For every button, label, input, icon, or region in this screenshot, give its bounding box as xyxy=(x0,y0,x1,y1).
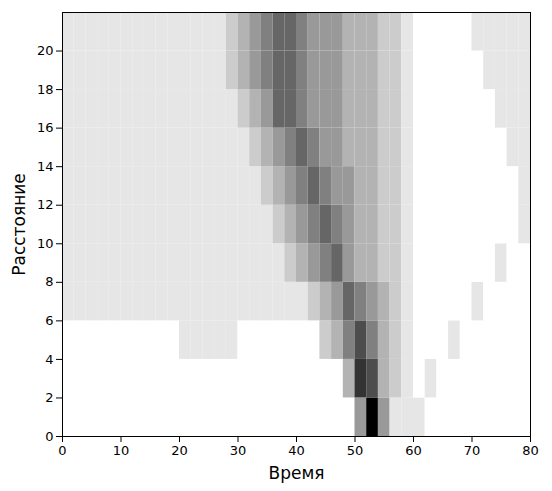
svg-text:14: 14 xyxy=(37,159,54,174)
svg-text:60: 60 xyxy=(405,443,422,458)
svg-text:0: 0 xyxy=(58,443,66,458)
svg-text:10: 10 xyxy=(37,236,54,251)
svg-text:50: 50 xyxy=(347,443,364,458)
svg-text:4: 4 xyxy=(45,352,53,367)
svg-text:18: 18 xyxy=(37,82,54,97)
svg-text:2: 2 xyxy=(45,390,53,405)
svg-text:80: 80 xyxy=(522,443,539,458)
svg-text:Расстояние: Расстояние xyxy=(9,173,29,276)
svg-text:12: 12 xyxy=(37,197,54,212)
svg-text:70: 70 xyxy=(464,443,481,458)
svg-text:10: 10 xyxy=(113,443,130,458)
svg-text:8: 8 xyxy=(45,274,53,289)
svg-text:20: 20 xyxy=(37,43,54,58)
svg-text:20: 20 xyxy=(171,443,188,458)
svg-text:40: 40 xyxy=(288,443,305,458)
svg-text:6: 6 xyxy=(45,313,53,328)
svg-text:0: 0 xyxy=(45,429,53,444)
svg-text:16: 16 xyxy=(37,120,54,135)
svg-text:30: 30 xyxy=(230,443,247,458)
svg-text:Время: Время xyxy=(269,463,325,483)
